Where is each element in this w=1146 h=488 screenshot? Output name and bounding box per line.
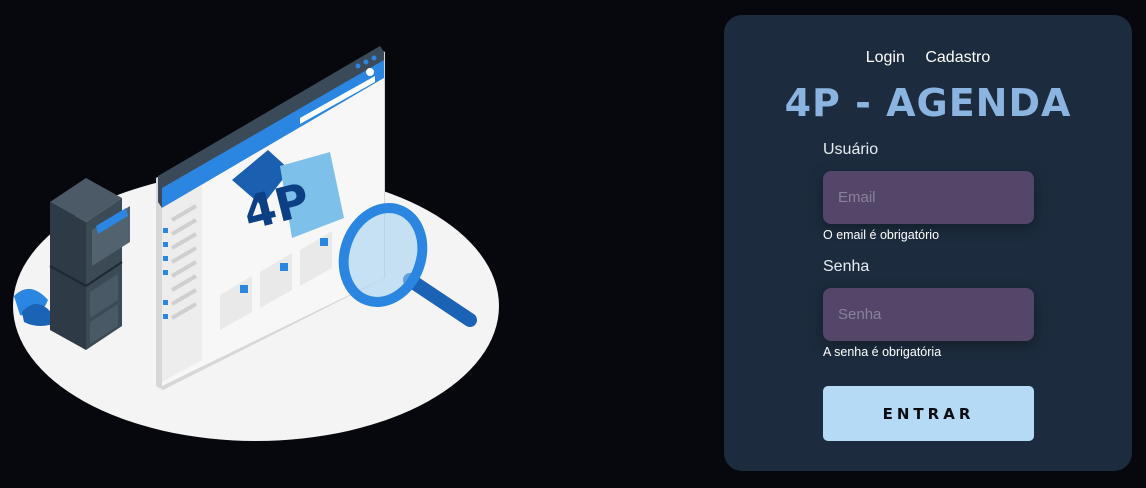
login-card: Login Cadastro 4P - AGENDA Usuário O ema… [724, 15, 1132, 471]
magnifier-icon [338, 203, 477, 327]
email-error: O email é obrigatório [823, 228, 940, 242]
submit-button[interactable]: ENTRAR [823, 386, 1034, 441]
password-input[interactable] [823, 288, 1034, 341]
filing-cabinet-icon [49, 178, 130, 350]
signup-link[interactable]: Cadastro [925, 49, 991, 66]
password-error: A senha é obrigatória [823, 345, 942, 359]
app-title: 4P - AGENDA [784, 81, 1072, 125]
password-label: Senha [823, 258, 870, 275]
login-link[interactable]: Login [865, 49, 905, 66]
logo-4p-icon: 4P [232, 150, 344, 241]
auth-nav: Login Cadastro [724, 49, 1132, 67]
user-label: Usuário [823, 141, 879, 158]
illustration-icon: 4P [13, 46, 499, 441]
email-input[interactable] [823, 171, 1034, 224]
browser-window-icon: 4P [156, 46, 385, 390]
plant-icon [14, 288, 58, 326]
